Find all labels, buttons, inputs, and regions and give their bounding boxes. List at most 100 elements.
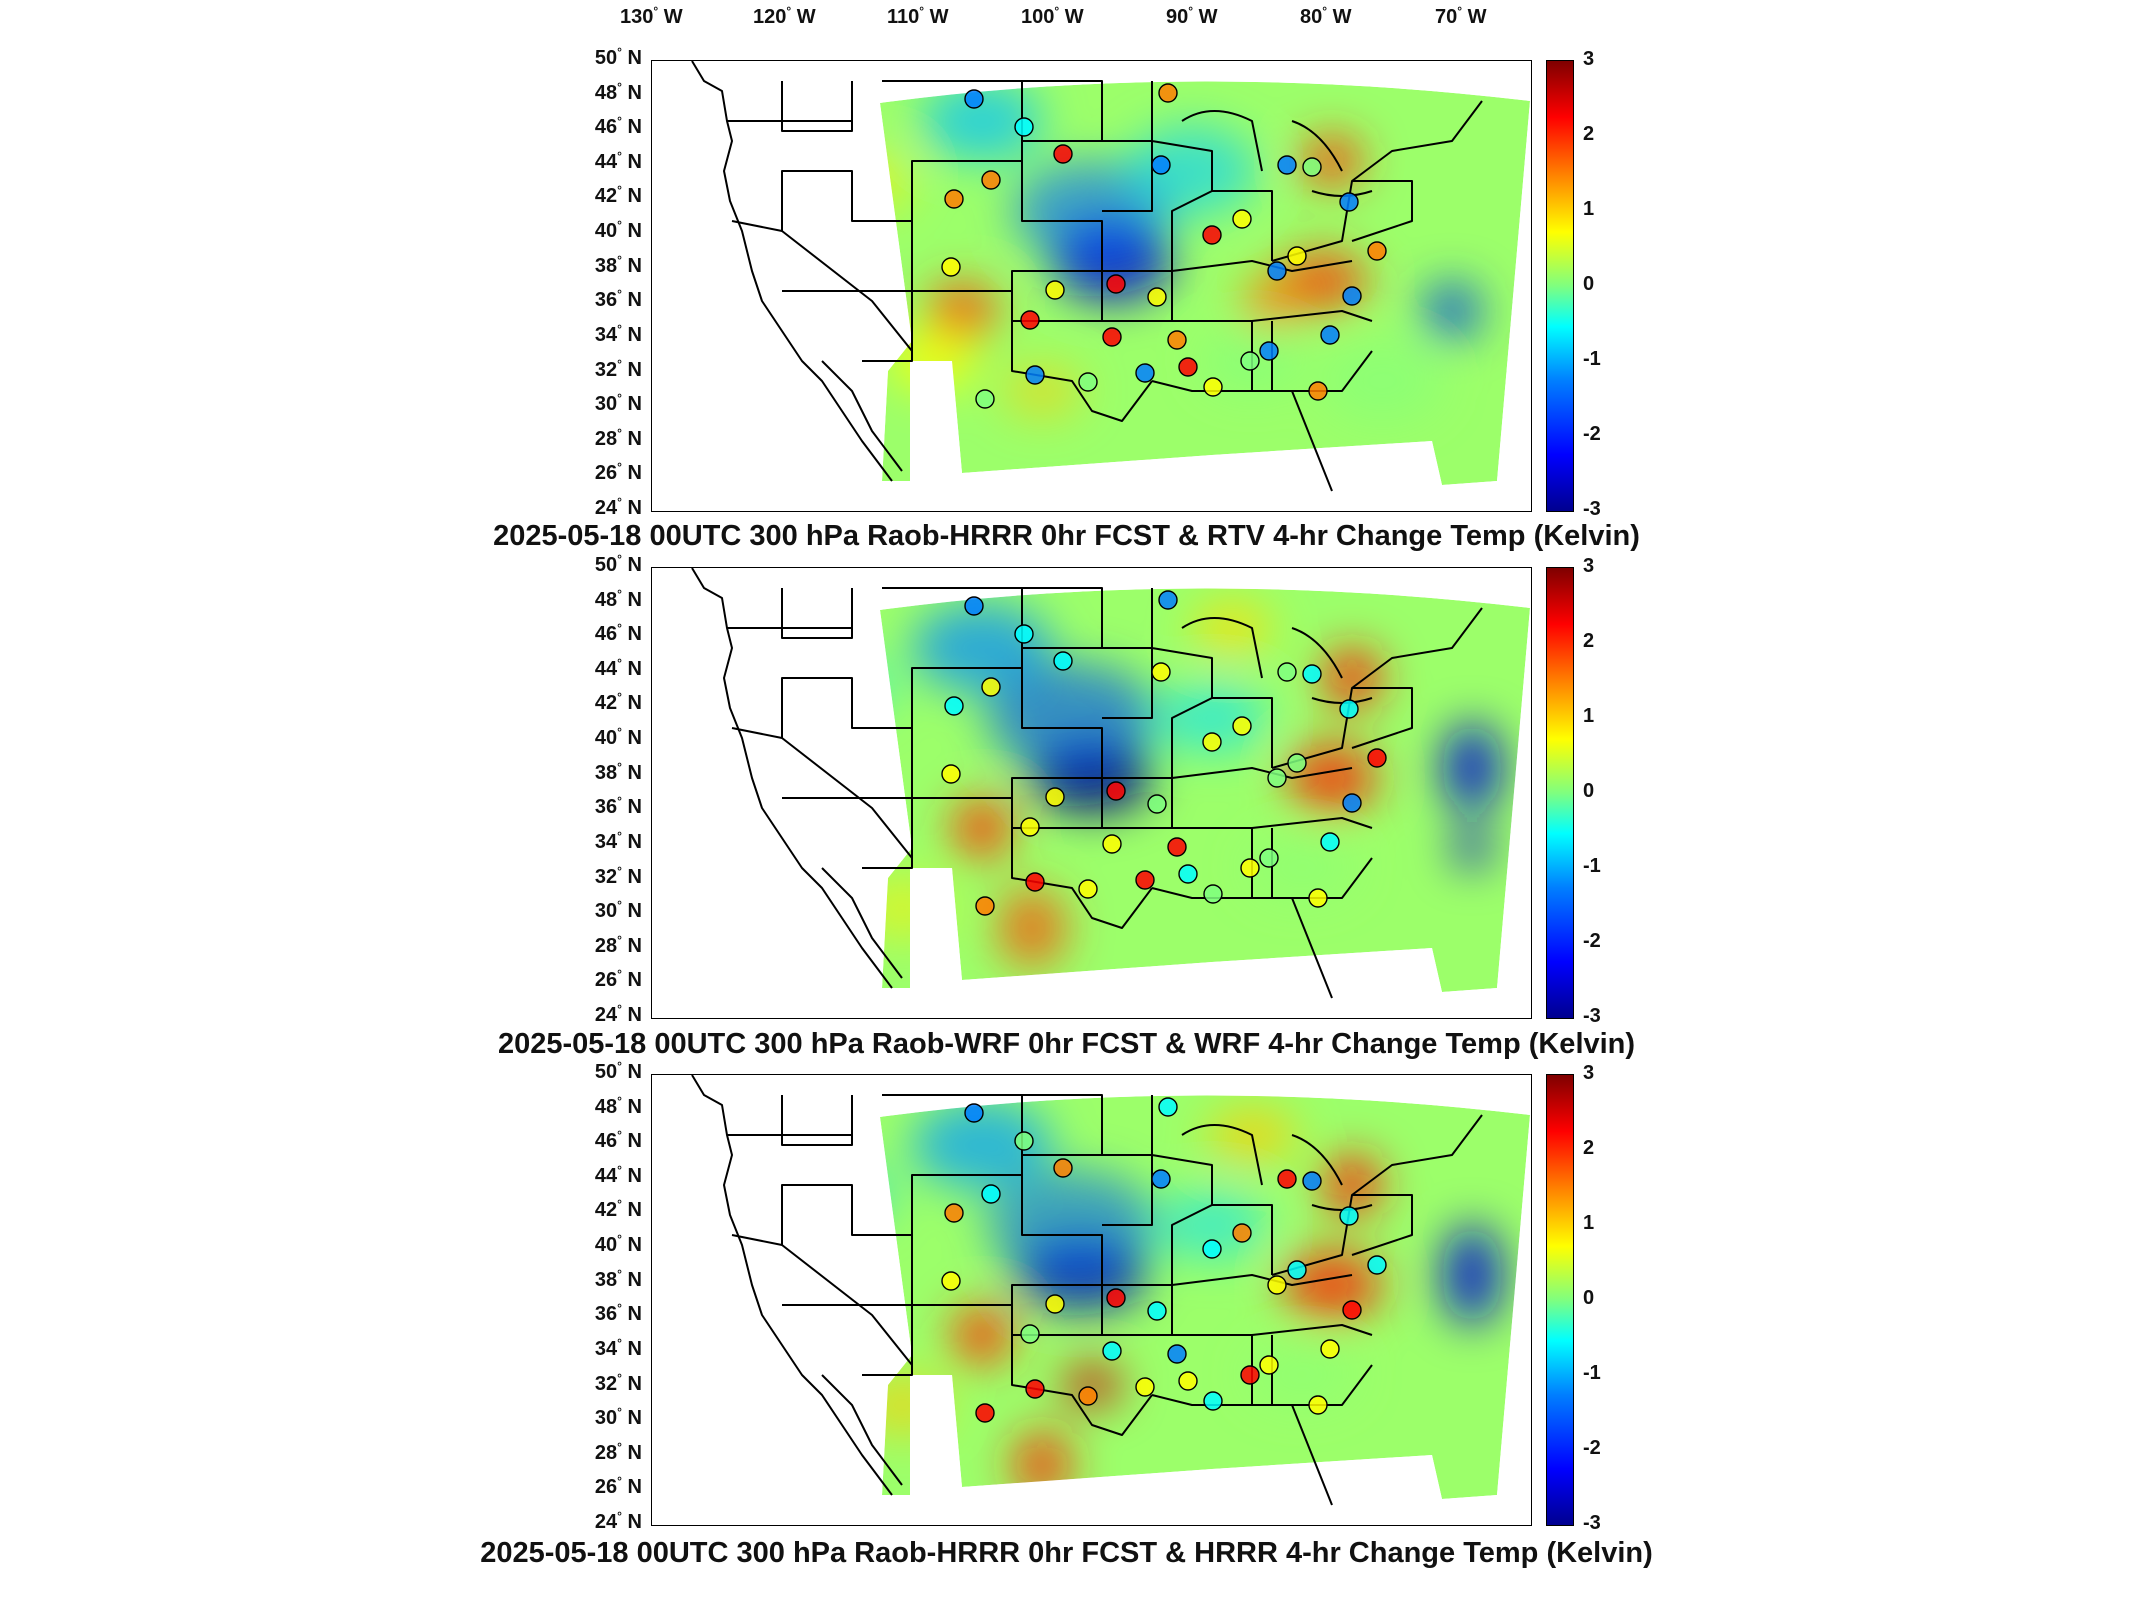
raob-station-marker [964, 1103, 984, 1123]
raob-station-marker [1287, 1260, 1307, 1280]
map-svg [691, 568, 1530, 999]
lat-label: 48° N [594, 79, 642, 104]
raob-station-marker [1287, 246, 1307, 266]
lat-label: 28° N [594, 425, 642, 450]
raob-station-marker [941, 1271, 961, 1291]
raob-station-marker [1178, 357, 1198, 377]
map-svg [691, 1075, 1530, 1506]
raob-station-marker [1308, 1395, 1328, 1415]
colorbar-tick-label: 2 [1583, 123, 1595, 145]
lat-label: 42° N [594, 1197, 642, 1222]
raob-station-marker [1025, 1379, 1045, 1399]
raob-station-marker [1020, 310, 1040, 330]
raob-station-marker [1106, 274, 1126, 294]
lon-label-90: 90° W [1166, 4, 1218, 28]
lon-label-80: 80° W [1300, 4, 1352, 28]
colorbar-tick-label: 2 [1583, 1137, 1595, 1159]
raob-station-marker [1106, 1288, 1126, 1308]
raob-station-marker [975, 896, 995, 916]
raob-station-marker [1259, 341, 1279, 361]
colorbar-tick-label: -2 [1583, 1437, 1601, 1459]
raob-station-marker [1151, 1169, 1171, 1189]
raob-station-marker [1106, 781, 1126, 801]
lat-label: 50° N [594, 1059, 642, 1083]
map-svg [691, 61, 1530, 492]
lat-label: 24° N [594, 495, 642, 519]
raob-station-marker [944, 1203, 964, 1223]
lat-label: 50° N [594, 552, 642, 576]
lat-label: 36° N [594, 287, 642, 312]
panel-title-3: 2025-05-18 00UTC 300 hPa Raob-HRRR 0hr F… [480, 1537, 1653, 1569]
raob-station-marker [1202, 1239, 1222, 1259]
raob-station-marker [1053, 144, 1073, 164]
colorbar-tick-label: -2 [1583, 423, 1601, 445]
lat-label: 48° N [594, 586, 642, 611]
raob-station-marker [1135, 870, 1155, 890]
colorbar-1 [1546, 60, 1574, 512]
raob-station-marker [1020, 817, 1040, 837]
raob-station-marker [1078, 1386, 1098, 1406]
raob-station-marker [1167, 330, 1187, 350]
raob-station-marker [1203, 377, 1223, 397]
lon-label-110: 110° W [887, 4, 949, 28]
raob-station-marker [1339, 192, 1359, 212]
raob-station-marker [1178, 864, 1198, 884]
raob-station-marker [1167, 837, 1187, 857]
raob-station-marker [1102, 1341, 1122, 1361]
lat-label: 30° N [594, 1405, 642, 1430]
raob-station-marker [944, 189, 964, 209]
raob-station-marker [1078, 372, 1098, 392]
raob-station-marker [1232, 1223, 1252, 1243]
raob-station-marker [1367, 241, 1387, 261]
lat-label: 30° N [594, 391, 642, 416]
raob-station-marker [1342, 793, 1362, 813]
raob-station-marker [1025, 365, 1045, 385]
lat-label: 40° N [594, 218, 642, 243]
raob-station-marker [1045, 280, 1065, 300]
lat-label: 32° N [594, 356, 642, 381]
colorbar-tick-label: 3 [1583, 48, 1595, 70]
lon-label-70: 70° W [1435, 4, 1487, 28]
raob-station-marker [1014, 624, 1034, 644]
raob-station-marker [1232, 209, 1252, 229]
colorbar-tick-label: 1 [1583, 705, 1595, 727]
lat-label: 32° N [594, 863, 642, 888]
lat-label: 44° N [594, 655, 642, 680]
raob-station-marker [1202, 225, 1222, 245]
colorbar-tick-label: 0 [1583, 1287, 1595, 1309]
lon-label-130: 130° W [620, 4, 683, 28]
lat-label: 46° N [594, 114, 642, 139]
raob-station-marker [1147, 794, 1167, 814]
raob-station-marker [1267, 261, 1287, 281]
raob-station-marker [1277, 1169, 1297, 1189]
lat-label: 46° N [594, 1128, 642, 1153]
lat-label: 40° N [594, 725, 642, 750]
colorbar-tick-label: -1 [1583, 855, 1601, 877]
raob-station-marker [1342, 286, 1362, 306]
panel-title-2: 2025-05-18 00UTC 300 hPa Raob-WRF 0hr FC… [497, 1028, 1636, 1060]
raob-station-marker [1320, 832, 1340, 852]
raob-station-marker [1014, 1131, 1034, 1151]
colorbar-3 [1546, 1074, 1574, 1526]
colorbar-tick-label: -3 [1583, 1512, 1601, 1534]
raob-station-marker [1367, 1255, 1387, 1275]
raob-station-marker [1147, 1301, 1167, 1321]
raob-station-marker [981, 677, 1001, 697]
raob-station-marker [964, 89, 984, 109]
lat-label: 36° N [594, 794, 642, 819]
lat-label: 44° N [594, 148, 642, 173]
raob-station-marker [1020, 1324, 1040, 1344]
colorbar-tick-label: 0 [1583, 780, 1595, 802]
raob-station-marker [1102, 834, 1122, 854]
raob-station-marker [1203, 884, 1223, 904]
colorbar-tick-label: -3 [1583, 1005, 1601, 1027]
temperature-map-3 [651, 1074, 1532, 1526]
raob-station-marker [1203, 1391, 1223, 1411]
lat-label: 24° N [594, 1002, 642, 1026]
raob-station-marker [1267, 768, 1287, 788]
raob-station-marker [1277, 155, 1297, 175]
raob-station-marker [1259, 1355, 1279, 1375]
raob-station-marker [1102, 327, 1122, 347]
lon-label-120: 120° W [753, 4, 816, 28]
raob-station-marker [1045, 787, 1065, 807]
